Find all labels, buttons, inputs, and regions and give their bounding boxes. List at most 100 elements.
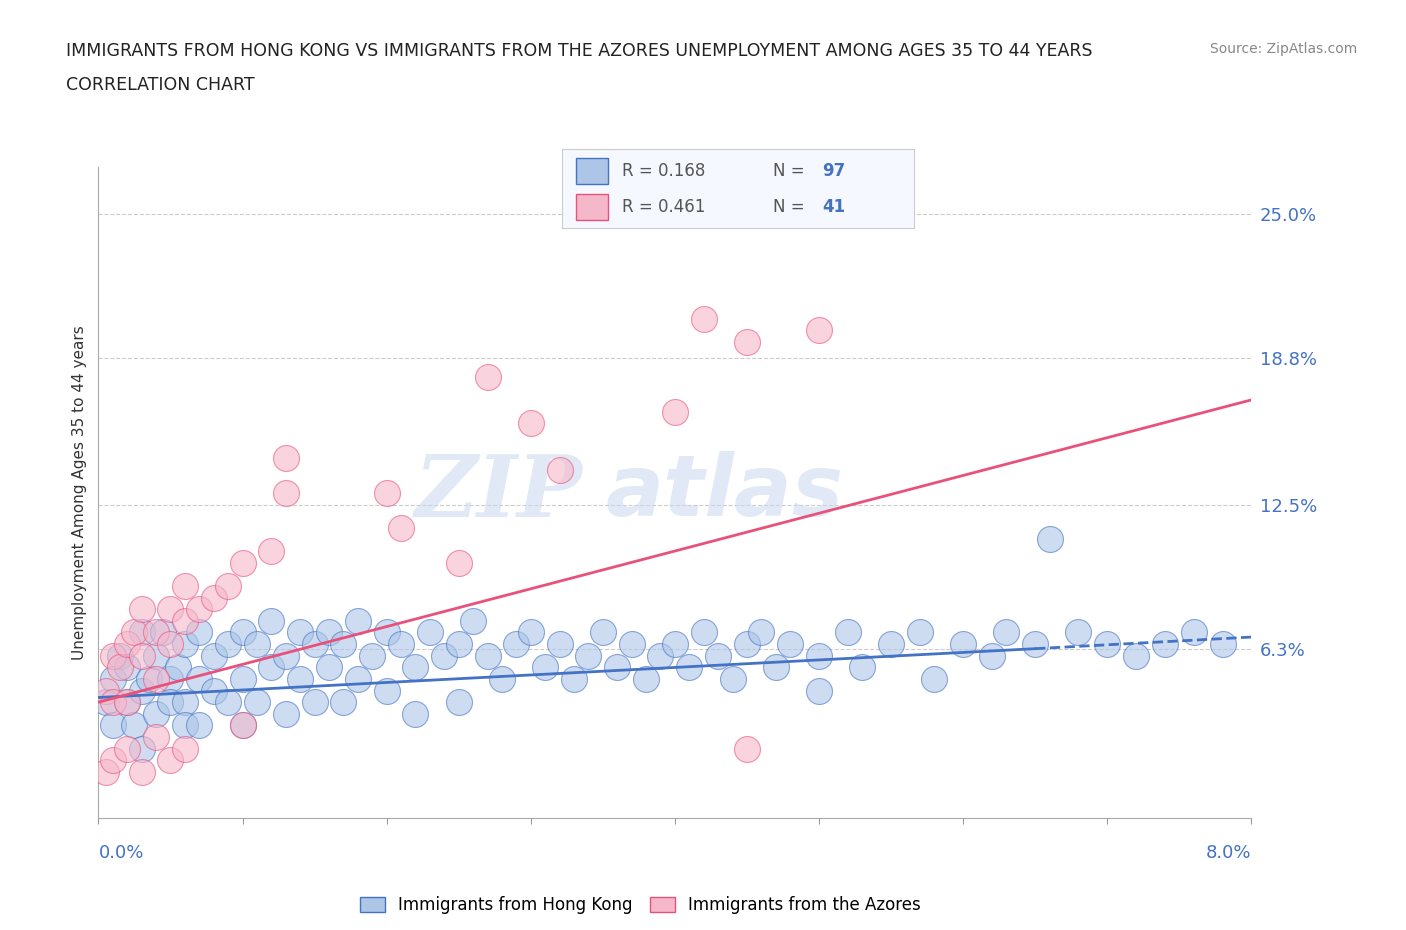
Text: N =: N = <box>773 162 810 179</box>
Point <box>101 753 124 768</box>
Point <box>346 614 368 629</box>
Point <box>477 369 499 384</box>
Point <box>131 648 153 663</box>
Point <box>693 625 716 640</box>
Point <box>807 323 830 338</box>
Point <box>231 671 254 686</box>
Point <box>152 625 174 640</box>
Text: 8.0%: 8.0% <box>1206 844 1251 862</box>
Point <box>707 648 730 663</box>
Point <box>751 625 773 640</box>
Point <box>636 671 658 686</box>
Point <box>606 660 628 675</box>
Point <box>159 753 181 768</box>
Point <box>246 695 269 710</box>
Text: R = 0.461: R = 0.461 <box>621 197 706 216</box>
Point <box>174 614 197 629</box>
Point <box>837 625 859 640</box>
Point <box>548 462 571 477</box>
Point <box>231 718 254 733</box>
Point <box>117 695 139 710</box>
Point <box>419 625 441 640</box>
Point <box>880 637 903 652</box>
Point <box>231 718 254 733</box>
Text: atlas: atlas <box>606 451 844 535</box>
Point <box>145 648 167 663</box>
Point <box>274 485 297 500</box>
Point <box>477 648 499 663</box>
Point <box>1067 625 1090 640</box>
Point <box>131 741 153 756</box>
Point <box>620 637 643 652</box>
Point <box>188 671 211 686</box>
Point <box>174 637 197 652</box>
Point <box>995 625 1018 640</box>
Point <box>375 684 398 698</box>
Point <box>650 648 672 663</box>
Point <box>159 602 181 617</box>
Point <box>735 637 758 652</box>
Point <box>924 671 946 686</box>
Point <box>389 521 412 536</box>
Point <box>664 405 686 419</box>
FancyBboxPatch shape <box>576 193 609 220</box>
Point <box>217 637 239 652</box>
Point <box>1182 625 1205 640</box>
Point <box>375 625 398 640</box>
Point <box>94 684 117 698</box>
Point <box>145 729 167 744</box>
Point <box>578 648 600 663</box>
Point <box>145 671 167 686</box>
Point <box>117 637 139 652</box>
Point <box>678 660 700 675</box>
Point <box>231 625 254 640</box>
Point <box>174 578 197 593</box>
Point <box>174 695 197 710</box>
Point <box>664 637 686 652</box>
Point <box>592 625 614 640</box>
Point <box>304 695 326 710</box>
Point <box>124 718 146 733</box>
Text: Source: ZipAtlas.com: Source: ZipAtlas.com <box>1209 42 1357 56</box>
Point <box>491 671 513 686</box>
Point <box>534 660 557 675</box>
Point <box>202 648 225 663</box>
Text: 0.0%: 0.0% <box>98 844 143 862</box>
Point <box>851 660 873 675</box>
Point <box>735 335 758 350</box>
Point <box>217 578 239 593</box>
Point <box>908 625 931 640</box>
Point <box>807 684 830 698</box>
Point <box>1125 648 1147 663</box>
Point <box>290 671 312 686</box>
Point <box>290 625 312 640</box>
Point <box>260 544 283 559</box>
Point <box>318 660 340 675</box>
Point <box>246 637 269 652</box>
Point <box>1153 637 1175 652</box>
Legend: Immigrants from Hong Kong, Immigrants from the Azores: Immigrants from Hong Kong, Immigrants fr… <box>353 889 927 921</box>
Point <box>138 671 160 686</box>
Point <box>332 637 354 652</box>
Point <box>131 602 153 617</box>
Point <box>548 637 571 652</box>
Point <box>274 707 297 722</box>
Point <box>101 718 124 733</box>
Point <box>447 637 470 652</box>
Y-axis label: Unemployment Among Ages 35 to 44 years: Unemployment Among Ages 35 to 44 years <box>72 326 87 660</box>
Point <box>375 485 398 500</box>
Point <box>202 591 225 605</box>
Text: IMMIGRANTS FROM HONG KONG VS IMMIGRANTS FROM THE AZORES UNEMPLOYMENT AMONG AGES : IMMIGRANTS FROM HONG KONG VS IMMIGRANTS … <box>66 42 1092 60</box>
Point <box>405 660 427 675</box>
Point <box>505 637 527 652</box>
Point <box>131 764 153 779</box>
Point <box>260 614 283 629</box>
Point <box>274 648 297 663</box>
Point <box>260 660 283 675</box>
Point <box>981 648 1004 663</box>
Point <box>94 695 117 710</box>
Text: CORRELATION CHART: CORRELATION CHART <box>66 76 254 94</box>
Point <box>952 637 974 652</box>
Point <box>159 695 181 710</box>
Point <box>159 671 181 686</box>
